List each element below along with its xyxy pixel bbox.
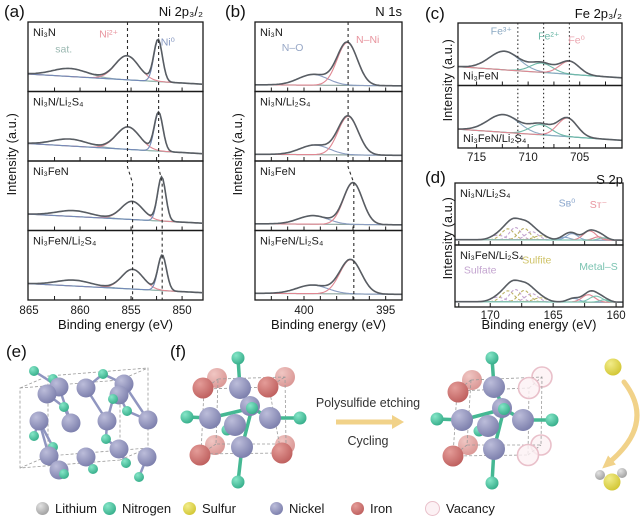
legend-item-nickel: Nickel: [270, 501, 324, 516]
svg-text:Ni₃N/Li₂S₄: Ni₃N/Li₂S₄: [260, 97, 311, 109]
svg-text:865: 865: [19, 305, 38, 317]
svg-text:N–O: N–O: [282, 42, 304, 54]
svg-text:Ni₃FeN: Ni₃FeN: [260, 166, 296, 178]
svg-text:Metal–S: Metal–S: [579, 261, 618, 273]
svg-text:Ni₃FeN: Ni₃FeN: [33, 166, 69, 178]
xps-spectra-s2p: Ni₃N/Li₂S₄ Ni₃FeN/Li₂S₄ Sʙ⁰ Sᴛ⁻ Sulfate Sulfi…: [454, 182, 626, 322]
svg-text:Sʙ⁰: Sʙ⁰: [559, 198, 576, 210]
crystal-structures: [19, 351, 640, 491]
legend-label: Sulfur: [202, 501, 236, 516]
svg-text:165: 165: [544, 310, 563, 322]
svg-text:Ni²⁺: Ni²⁺: [99, 28, 118, 40]
legend-label: Nitrogen: [122, 501, 172, 516]
lithium-atom-icon: [36, 502, 49, 515]
x-axis-label-d: Binding energy (eV): [481, 317, 597, 332]
svg-text:160: 160: [606, 310, 625, 322]
svg-text:Ni₃FeN/Li₂S₄: Ni₃FeN/Li₂S₄: [260, 236, 324, 248]
svg-text:N–Ni: N–Ni: [356, 34, 379, 46]
sulfur-atom-icon: [183, 502, 196, 515]
svg-text:395: 395: [376, 305, 395, 317]
svg-text:Fe²⁺: Fe²⁺: [538, 30, 559, 42]
svg-text:Ni₃N/Li₂S₄: Ni₃N/Li₂S₄: [33, 97, 84, 109]
svg-text:705: 705: [570, 152, 589, 164]
panel-title-fe2p: Fe 2p₃/₂: [574, 6, 622, 21]
x-axis-label-a: Binding energy (eV): [58, 317, 173, 332]
svg-text:400: 400: [294, 305, 313, 317]
svg-text:710: 710: [519, 152, 538, 164]
legend-item-nitrogen: Nitrogen: [103, 501, 171, 516]
panel-title-ni2p: Ni 2p₃/₂: [158, 4, 203, 19]
svg-text:855: 855: [121, 305, 140, 317]
svg-text:170: 170: [481, 310, 500, 322]
legend-label: Nickel: [289, 501, 325, 516]
svg-text:Ni₃FeN: Ni₃FeN: [463, 71, 499, 83]
panel-title-n1s: N 1s: [375, 4, 402, 19]
svg-text:Ni₃N: Ni₃N: [33, 27, 56, 39]
svg-text:Ni₃FeN/Li₂S₄: Ni₃FeN/Li₂S₄: [460, 250, 524, 262]
svg-text:Sulfite: Sulfite: [522, 255, 551, 267]
x-axis-label-b: Binding energy (eV): [271, 317, 386, 332]
nickel-atom-icon: [270, 502, 283, 515]
xps-spectra-n1s: Ni₃N Ni₃N/Li₂S₄ Ni₃FeN Ni₃FeN/Li₂S₄ N–O N–Ni 4…: [254, 21, 403, 317]
legend-label: Iron: [370, 501, 393, 516]
svg-text:Ni₃N/Li₂S₄: Ni₃N/Li₂S₄: [460, 188, 511, 200]
panel-label-b: (b): [225, 2, 246, 21]
panel-label-c: (c): [425, 4, 445, 23]
legend-label: Vacancy: [446, 501, 495, 516]
svg-text:Sᴛ⁻: Sᴛ⁻: [590, 199, 607, 211]
svg-text:Fe⁰: Fe⁰: [568, 35, 584, 47]
panel-label-d: (d): [425, 168, 446, 187]
panel-label-f: (f): [170, 342, 187, 361]
polysulfide-etching-label: Polysulfide etching: [315, 396, 421, 410]
nitrogen-atom-icon: [103, 502, 116, 515]
svg-text:715: 715: [467, 152, 486, 164]
panel-label-e: (e): [6, 342, 27, 361]
svg-text:Ni₃FeN/Li₂S₄: Ni₃FeN/Li₂S₄: [33, 236, 97, 248]
legend-label: Lithium: [55, 501, 97, 516]
legend-item-iron: Iron: [351, 501, 392, 516]
legend-item-sulfur: Sulfur: [183, 501, 236, 516]
svg-text:850: 850: [172, 305, 191, 317]
legend-item-lithium: Lithium: [36, 501, 97, 516]
svg-text:860: 860: [70, 305, 89, 317]
svg-text:sat.: sat.: [55, 44, 72, 56]
svg-text:Ni₃N: Ni₃N: [260, 27, 283, 39]
svg-text:Ni₃FeN/Li₂S₄: Ni₃FeN/Li₂S₄: [463, 133, 527, 145]
cycling-label: Cycling: [347, 434, 389, 448]
svg-text:Fe³⁺: Fe³⁺: [491, 25, 512, 37]
xps-spectra-ni2p: Ni₃N Ni₃N/Li₂S₄ Ni₃FeN Ni₃FeN/Li₂S₄ sat. Ni²⁺…: [19, 21, 204, 317]
panel-label-a: (a): [4, 2, 25, 21]
svg-text:Sulfate: Sulfate: [464, 265, 497, 277]
iron-atom-icon: [351, 502, 364, 515]
xps-spectra-fe2p: Ni₃FeN Ni₃FeN/Li₂S₄ Fe³⁺ Fe²⁺ Fe⁰ 715 710 705: [457, 22, 623, 164]
vacancy-icon: [425, 501, 440, 516]
legend-item-vacancy: Vacancy: [425, 501, 495, 516]
svg-text:Ni⁰: Ni⁰: [161, 37, 175, 49]
